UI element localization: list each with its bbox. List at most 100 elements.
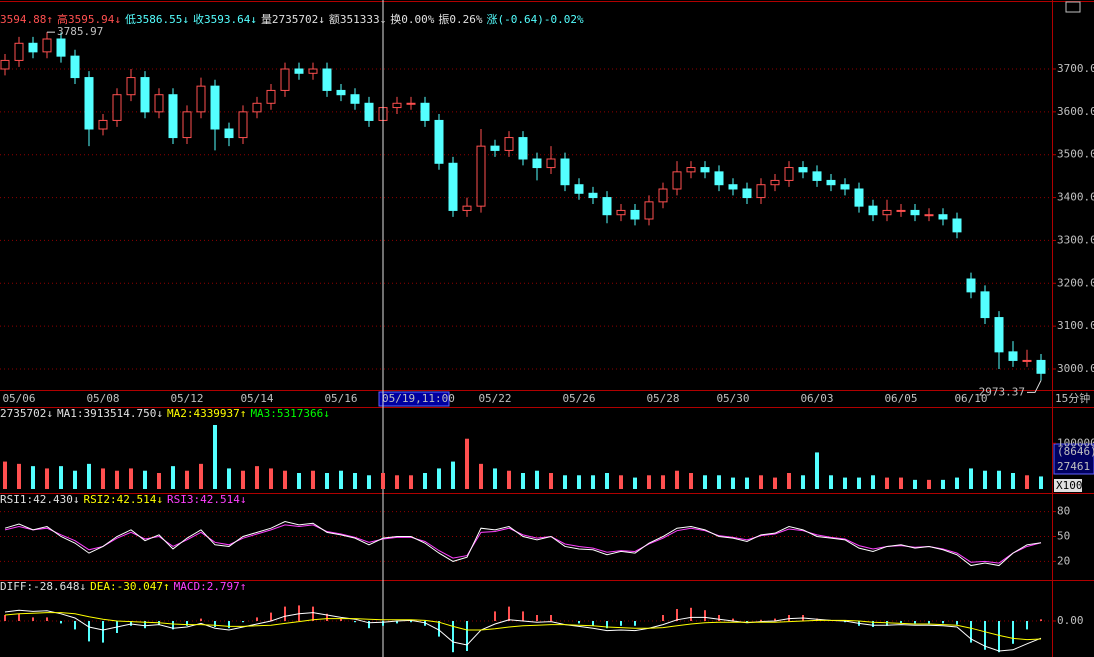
- indicator-line: [4, 609, 1042, 652]
- volume-bar: [745, 477, 749, 489]
- candle-body: [966, 278, 976, 293]
- volume-bar: [31, 466, 35, 489]
- indicator-legend: DIFF:-28.648↓ DEA:-30.047↑ MACD:2.797↑: [0, 580, 246, 593]
- candle-body: [84, 77, 94, 130]
- legend-item: DIFF:-28.648↓: [0, 580, 86, 593]
- volume-bar: [451, 461, 455, 489]
- period-label: 15分钟: [1055, 391, 1090, 405]
- candle-body: [434, 119, 444, 164]
- volume-bar: [731, 477, 735, 489]
- volume-bar: [871, 475, 875, 489]
- candle-body: [714, 171, 724, 186]
- volume-bar: [955, 477, 959, 489]
- y-tick-label: 3300.00: [1057, 233, 1094, 246]
- volume-bar: [815, 452, 819, 489]
- volume-box: [1053, 443, 1094, 475]
- volume-bar: [843, 477, 847, 489]
- candle-body: [840, 184, 850, 190]
- indicator-line: [4, 524, 1042, 564]
- volume-bar: [465, 438, 469, 489]
- legend-item: MACD:2.797↑: [174, 580, 247, 593]
- candle-body: [364, 102, 374, 121]
- candle-body: [406, 102, 416, 105]
- volume-bar: [269, 468, 273, 489]
- volume-bar: [185, 470, 189, 489]
- volume-bar: [213, 425, 217, 489]
- x-tick-label: 05/16: [324, 392, 357, 405]
- volume-bar: [17, 463, 21, 489]
- candle-body: [518, 137, 528, 160]
- volume-bar: [941, 479, 945, 489]
- volume-bar: [1039, 476, 1043, 489]
- candle-body: [28, 42, 38, 53]
- window-icon[interactable]: [1065, 1, 1081, 13]
- candle-body: [1022, 359, 1032, 362]
- volume-bar: [409, 475, 413, 489]
- candle-body: [798, 167, 808, 173]
- candle-body: [14, 42, 24, 61]
- candle-body: [490, 145, 500, 151]
- candle-body: [1036, 359, 1046, 374]
- volume-bar: [1011, 473, 1015, 489]
- volume-bar: [325, 473, 329, 489]
- candle-body: [392, 102, 402, 109]
- volume-bar: [633, 477, 637, 489]
- candle-body: [252, 102, 262, 113]
- volume-bar: [255, 466, 259, 489]
- candle-body: [644, 201, 654, 220]
- candle-body: [784, 167, 794, 181]
- quote-item: 3594.88↑: [0, 13, 53, 26]
- candle-body: [462, 205, 472, 211]
- volume-bar: [507, 470, 511, 489]
- x-tick-label: 05/26: [562, 392, 595, 405]
- volume-bar: [577, 475, 581, 489]
- candle-body: [658, 188, 668, 203]
- legend-item: DEA:-30.047↑: [90, 580, 169, 593]
- x-tick-label: 06/03: [800, 392, 833, 405]
- candle-body: [868, 205, 878, 216]
- volume-bar: [591, 475, 595, 489]
- candle-body: [1008, 351, 1018, 361]
- volume-bar: [927, 479, 931, 489]
- candle-body: [448, 162, 458, 211]
- legend-item: MA3:5317366↓: [250, 407, 329, 420]
- quote-item: 收3593.64↓: [193, 12, 257, 26]
- volume-bar: [521, 473, 525, 489]
- candle-body: [602, 197, 612, 216]
- volume-bar: [885, 477, 889, 489]
- volume-current: 27461: [1057, 460, 1090, 473]
- volume-bar: [829, 475, 833, 489]
- volume-bar: [773, 477, 777, 489]
- volume-bar: [241, 470, 245, 489]
- volume-bar: [479, 463, 483, 489]
- volume-bar: [45, 468, 49, 489]
- volume-bar: [297, 473, 301, 489]
- candle-body: [728, 184, 738, 190]
- legend-item: RSI1:42.430↓: [0, 493, 79, 506]
- candle-body: [336, 89, 346, 96]
- volume-bar: [703, 475, 707, 489]
- candle-body: [210, 85, 220, 130]
- quote-item: 振0.26%: [438, 12, 482, 26]
- candle-body: [882, 209, 892, 216]
- candle-body: [742, 188, 752, 199]
- volume-bar: [395, 475, 399, 489]
- volume-bar: [661, 475, 665, 489]
- candle-body: [308, 68, 318, 74]
- y-tick-label: 3500.00: [1057, 148, 1094, 161]
- candle-body: [770, 179, 780, 186]
- volume-bar: [437, 468, 441, 489]
- quote-item: 额351333↓: [329, 13, 386, 26]
- x-tick-label: 06/05: [884, 392, 917, 405]
- y-tick-label: 50: [1057, 530, 1070, 543]
- candle-body: [994, 317, 1004, 353]
- candle-body: [98, 119, 108, 130]
- legend-item: MA2:4339937↑: [167, 407, 246, 420]
- volume-bar: [689, 473, 693, 489]
- volume-bar: [87, 463, 91, 489]
- volume-bar: [913, 479, 917, 489]
- volume-bar: [983, 470, 987, 489]
